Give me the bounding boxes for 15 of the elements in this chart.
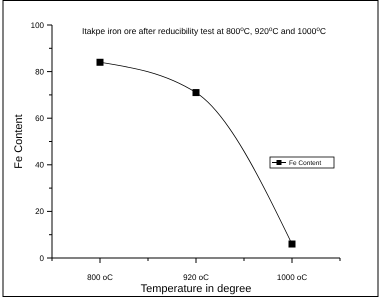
y-tick-label: 100	[30, 20, 45, 30]
y-axis-title: Fe Content	[13, 114, 25, 169]
y-tick-label: 60	[35, 114, 45, 123]
x-axis-title: Temperature in degree	[140, 283, 252, 295]
point	[96, 58, 104, 66]
x-tick-label: 800 oC	[87, 273, 114, 282]
y-tick-label: 40	[35, 160, 45, 170]
point	[288, 240, 296, 248]
y-tick-label: 80	[35, 67, 45, 76]
x-tick-label: 1000 oC	[276, 273, 308, 282]
y-tick-label: 0	[40, 254, 45, 263]
x-tick-label: 920 oC	[183, 273, 210, 282]
chart-title: Itakpe iron ore after reducibility test at 800$^{o}$C, 920$^{o}$C and 1000$^{o}$C	[82, 26, 326, 36]
y-tick-label: 20	[35, 207, 45, 216]
point	[192, 89, 200, 96]
